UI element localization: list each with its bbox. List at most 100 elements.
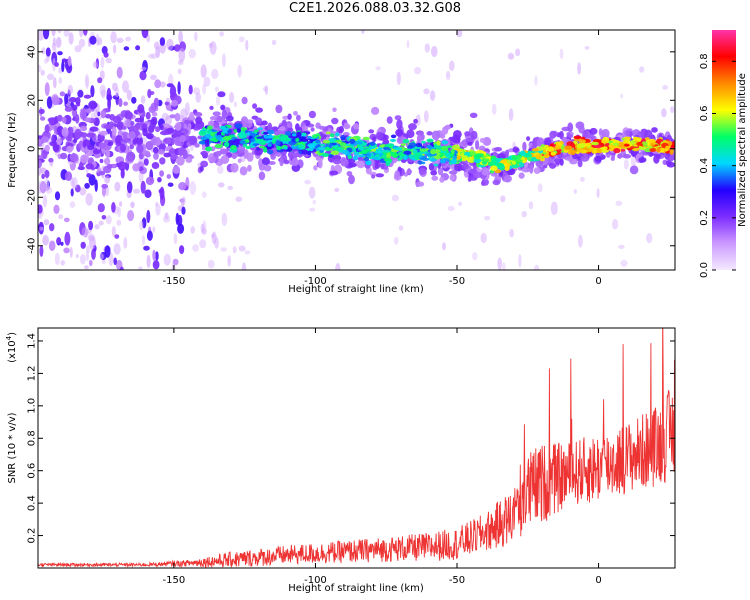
- snr-y-tick-label: 0.4: [27, 495, 38, 511]
- spectrogram-blob: [559, 130, 564, 140]
- spectrogram-blob: [56, 114, 63, 122]
- spectrogram-blob: [100, 56, 105, 69]
- spectrogram-blob: [371, 106, 380, 115]
- spectrogram-blob: [136, 122, 141, 130]
- spectrogram-blob: [89, 35, 97, 45]
- spectrogram-blob: [119, 201, 123, 207]
- spectrogram-blob: [497, 153, 506, 160]
- spectrogram-blob: [97, 111, 101, 117]
- spectrogram-blob: [189, 181, 197, 195]
- spectrogram-blob: [92, 61, 99, 68]
- spectrogram-blob: [167, 182, 174, 187]
- spectrogram-blob: [86, 108, 92, 114]
- spectrogram-blob: [48, 157, 54, 163]
- spectrogram-blob: [84, 182, 90, 189]
- spectrogram-blob: [212, 111, 221, 117]
- spectrogram-blob: [653, 154, 660, 164]
- spectrogram-blob: [279, 157, 284, 167]
- spectrogram-blob: [105, 149, 111, 158]
- spectrogram-blob: [127, 210, 135, 222]
- spectrogram-blob: [47, 73, 54, 81]
- spectrogram-blob: [315, 155, 320, 161]
- spectrogram-blob: [466, 156, 473, 163]
- spectrogram-blob: [41, 149, 48, 160]
- spectrogram-blob: [413, 66, 422, 75]
- spectrogram-blob: [426, 138, 434, 143]
- spectrogram-blob: [368, 129, 375, 134]
- spectrogram-blob: [132, 188, 141, 194]
- spectrogram-blob: [86, 132, 95, 138]
- spectrogram-blob: [340, 149, 349, 154]
- spectrogram-blob: [60, 152, 68, 160]
- spectrogram-blob: [94, 179, 98, 192]
- spectrogram-blob: [511, 164, 519, 169]
- spectrogram-blob: [40, 116, 46, 121]
- spectrogram-blob: [512, 146, 519, 153]
- spectrogram-blob: [169, 114, 177, 119]
- spectrogram-blob: [79, 109, 87, 120]
- spectrogram-blob: [369, 171, 377, 176]
- spectrogram-blob: [543, 155, 549, 166]
- spectrogram-blob: [591, 150, 598, 154]
- spectrogram-blob: [176, 156, 185, 166]
- spectrogram-blob: [137, 104, 145, 114]
- spectrogram-blob: [200, 64, 207, 78]
- spectrogram-blob: [528, 201, 534, 210]
- spectrogram-blob: [526, 136, 531, 142]
- spectrogram-blob: [200, 160, 209, 168]
- spectrogram-blob: [134, 117, 143, 123]
- spectrogram-blob: [152, 226, 156, 233]
- spectrogram-blob: [178, 182, 187, 191]
- spectrogram-blob: [94, 224, 101, 230]
- spectrogram-x-tick-label: -100: [304, 276, 327, 287]
- spectrogram-blob: [624, 143, 630, 147]
- spectrogram-blob: [61, 60, 65, 73]
- spectrogram-blob: [266, 149, 274, 155]
- spectrogram-blob: [456, 155, 461, 160]
- spectrogram-blob: [164, 101, 169, 106]
- spectrogram-blob: [509, 228, 514, 238]
- spectrogram-blob: [649, 147, 656, 153]
- spectrogram-blob: [308, 110, 316, 119]
- spectrogram-blob: [282, 115, 289, 120]
- spectrogram-blob: [424, 43, 430, 53]
- spectrogram-blob: [112, 82, 118, 92]
- spectrogram-blob: [151, 112, 158, 117]
- spectrogram-blob: [375, 131, 384, 140]
- spectrogram-blob: [129, 143, 134, 150]
- spectrogram-blob: [407, 145, 414, 149]
- snr-x-axis-title: Height of straight line (km): [288, 583, 424, 594]
- spectrogram-blob: [419, 148, 428, 152]
- spectrogram-blob: [45, 47, 51, 57]
- spectrogram-blob: [649, 142, 656, 146]
- spectrogram-blob: [421, 140, 426, 144]
- spectrogram-y-tick-label: 40: [27, 45, 38, 58]
- spectrogram-blob: [215, 135, 223, 140]
- spectrogram-blob: [67, 84, 74, 95]
- spectrogram-blob: [227, 129, 232, 134]
- spectrogram-blob: [135, 130, 140, 136]
- spectrogram-blob: [325, 131, 331, 135]
- snr-series: [38, 328, 675, 568]
- spectrogram-blob: [227, 185, 233, 190]
- spectrogram-blob: [107, 163, 113, 169]
- spectrogram-blob: [88, 100, 98, 110]
- spectrogram-blob: [263, 146, 268, 153]
- spectrogram-blob: [362, 136, 370, 141]
- spectrogram-blob: [349, 138, 356, 145]
- spectrogram-blob: [124, 111, 133, 120]
- snr-y-tick-label: 1.2: [27, 365, 38, 381]
- spectrogram-blob: [217, 165, 224, 175]
- spectrogram-blob: [518, 162, 525, 168]
- spectrogram-blob: [132, 163, 140, 172]
- spectrogram-blob: [566, 141, 574, 147]
- spectrogram-blob: [79, 254, 86, 265]
- spectrogram-blob: [428, 163, 434, 171]
- spectrogram-blob: [331, 117, 339, 125]
- spectrogram-blob: [328, 154, 334, 158]
- spectrogram-blob: [335, 139, 342, 143]
- spectrogram-blob: [61, 116, 67, 124]
- spectrogram-blob: [51, 134, 57, 144]
- snr-multiplier-base: (x10: [7, 340, 18, 363]
- spectrogram-blob: [431, 175, 439, 181]
